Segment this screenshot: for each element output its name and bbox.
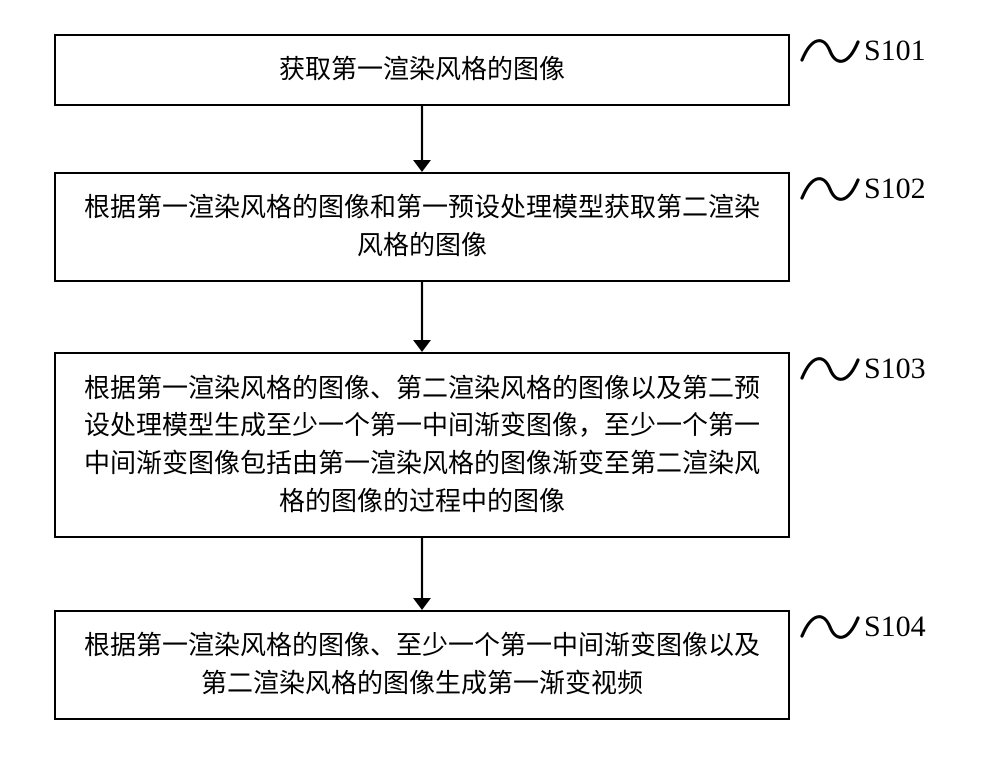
step-annotation-s102: S102 [800, 168, 926, 210]
flowchart: { "layout": { "node_left": 54, "node_wid… [0, 0, 1000, 780]
step-annotation-s101: S101 [800, 30, 926, 72]
step-label: S102 [864, 172, 926, 206]
step-label: S101 [864, 34, 926, 68]
tilde-icon [800, 30, 860, 72]
step-annotation-s104: S104 [800, 606, 926, 648]
flow-node-s103: 根据第一渲染风格的图像、第二渲染风格的图像以及第二预设处理模型生成至少一个第一中… [54, 352, 790, 538]
step-annotation-s103: S103 [800, 348, 926, 390]
flow-node-label: 根据第一渲染风格的图像、第二渲染风格的图像以及第二预设处理模型生成至少一个第一中… [76, 370, 768, 521]
flow-node-s102: 根据第一渲染风格的图像和第一预设处理模型获取第二渲染风格的图像 [54, 172, 790, 282]
flow-node-s104: 根据第一渲染风格的图像、至少一个第一中间渐变图像以及第二渲染风格的图像生成第一渐… [54, 610, 790, 720]
connector-s102-s103 [402, 282, 442, 352]
flow-node-label: 根据第一渲染风格的图像和第一预设处理模型获取第二渲染风格的图像 [76, 189, 768, 264]
flow-node-label: 根据第一渲染风格的图像、至少一个第一中间渐变图像以及第二渲染风格的图像生成第一渐… [76, 627, 768, 702]
tilde-icon [800, 168, 860, 210]
tilde-icon [800, 348, 860, 390]
connector-s101-s102 [402, 106, 442, 172]
step-label: S104 [864, 610, 926, 644]
flow-node-s101: 获取第一渲染风格的图像 [54, 34, 790, 106]
tilde-icon [800, 606, 860, 648]
step-label: S103 [864, 352, 926, 386]
flow-node-label: 获取第一渲染风格的图像 [279, 51, 565, 89]
connector-s103-s104 [402, 538, 442, 610]
